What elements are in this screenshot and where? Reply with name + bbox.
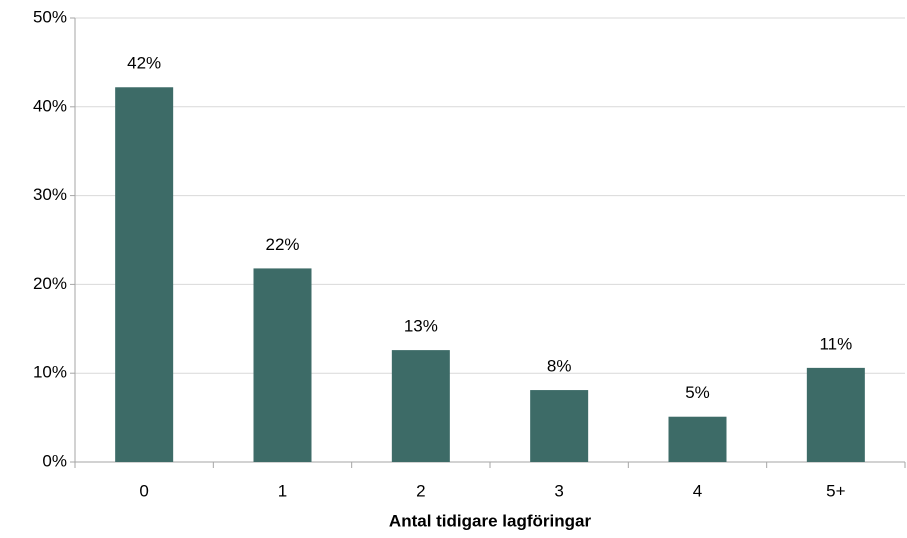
x-tick-label: 3 xyxy=(554,481,563,500)
x-tick-label: 0 xyxy=(139,481,148,500)
x-tick-label: 4 xyxy=(693,481,702,500)
data-label: 5% xyxy=(685,383,710,402)
data-label: 13% xyxy=(404,317,438,336)
bar xyxy=(391,350,450,462)
bar xyxy=(530,390,589,462)
data-label: 42% xyxy=(127,54,161,73)
y-tick-label: 40% xyxy=(33,96,67,115)
data-label: 22% xyxy=(265,235,299,254)
x-tick-label: 1 xyxy=(278,481,287,500)
bar xyxy=(115,87,174,462)
bar xyxy=(668,416,727,462)
y-tick-label: 20% xyxy=(33,274,67,293)
x-tick-label: 5+ xyxy=(826,481,845,500)
bar xyxy=(806,367,865,462)
data-label: 11% xyxy=(819,334,852,353)
y-tick-label: 10% xyxy=(33,363,67,382)
x-axis-title: Antal tidigare lagföringar xyxy=(389,511,592,530)
data-label: 8% xyxy=(547,357,572,376)
y-tick-label: 50% xyxy=(33,7,67,26)
y-tick-label: 0% xyxy=(42,451,67,470)
x-tick-label: 2 xyxy=(416,481,425,500)
bar xyxy=(253,268,312,462)
y-tick-label: 30% xyxy=(33,185,67,204)
